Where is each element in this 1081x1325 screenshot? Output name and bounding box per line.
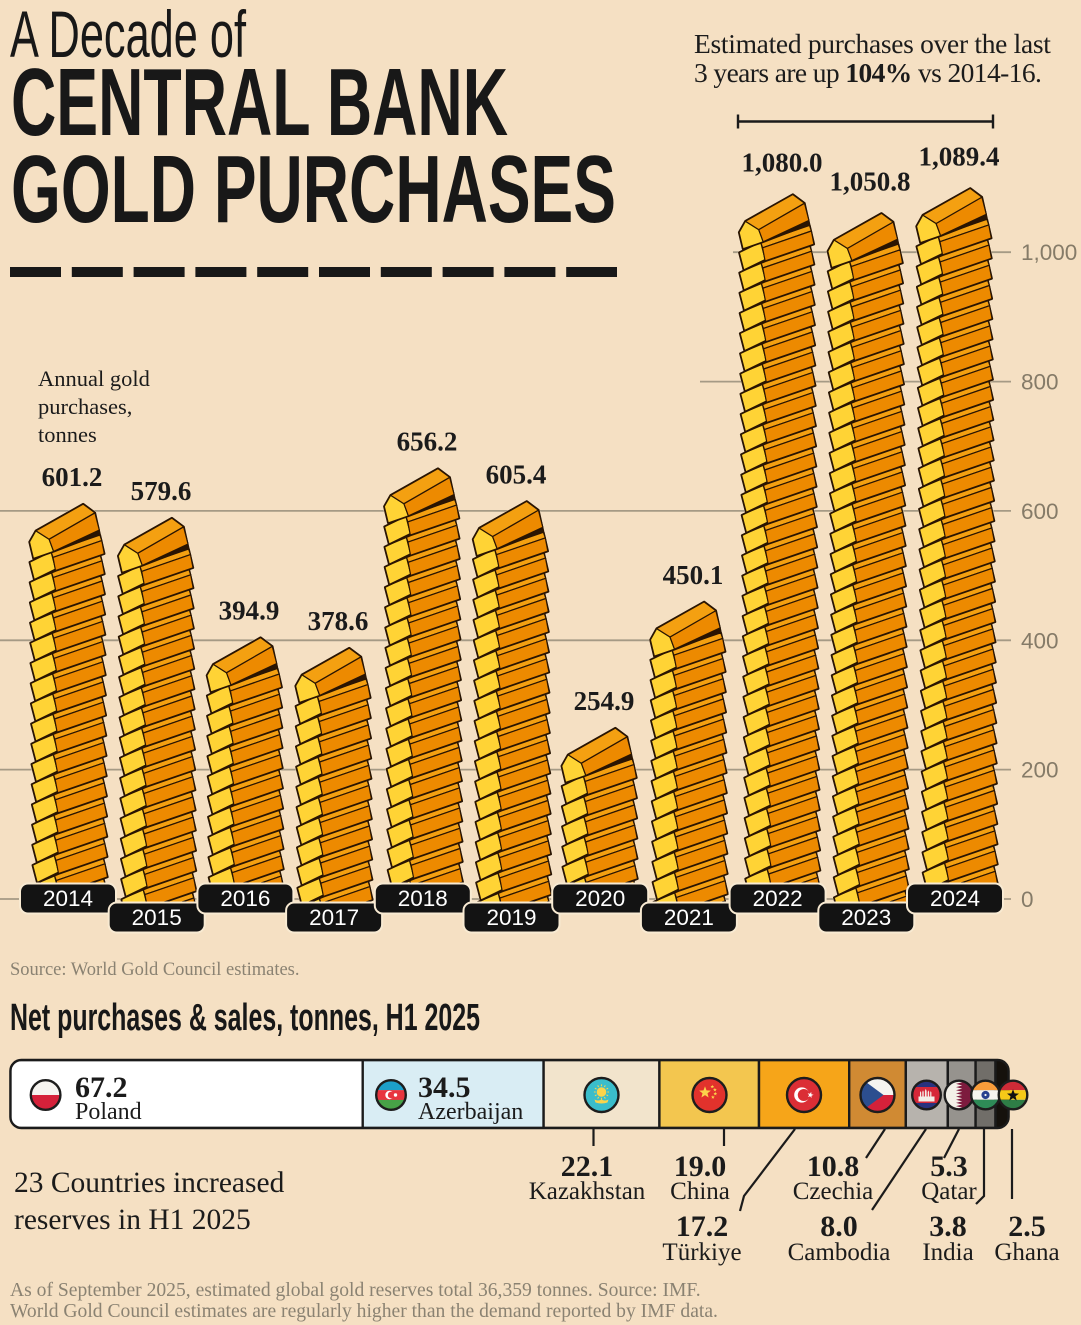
svg-text:tonnes: tonnes: [38, 422, 97, 447]
svg-text:23 Countries increased: 23 Countries increased: [14, 1167, 285, 1199]
svg-text:2020: 2020: [575, 886, 625, 911]
svg-text:India: India: [922, 1239, 973, 1266]
svg-text:450.1: 450.1: [663, 560, 724, 590]
svg-text:656.2: 656.2: [397, 427, 458, 457]
svg-text:Net purchases & sales, tonnes,: Net purchases & sales, tonnes, H1 2025: [10, 997, 480, 1039]
svg-text:601.2: 601.2: [42, 462, 103, 492]
svg-text:1,050.8: 1,050.8: [830, 166, 911, 196]
svg-text:2022: 2022: [753, 886, 803, 911]
svg-text:3 years are up 104% vs 2014-16: 3 years are up 104% vs 2014-16.: [694, 57, 1041, 88]
svg-text:8.0: 8.0: [820, 1210, 858, 1243]
svg-text:2024: 2024: [930, 886, 980, 911]
svg-text:2023: 2023: [841, 905, 891, 930]
svg-text:67.2: 67.2: [75, 1071, 128, 1104]
svg-text:17.2: 17.2: [676, 1210, 729, 1243]
svg-text:1,089.4: 1,089.4: [919, 141, 1000, 171]
svg-text:A Decade of: A Decade of: [10, 0, 246, 71]
svg-text:1,000: 1,000: [1021, 240, 1077, 265]
svg-text:reserves in H1 2025: reserves in H1 2025: [14, 1204, 251, 1236]
svg-text:378.6: 378.6: [308, 606, 369, 636]
svg-text:Ghana: Ghana: [994, 1239, 1059, 1266]
svg-text:2019: 2019: [486, 905, 536, 930]
svg-text:0: 0: [1021, 887, 1034, 912]
svg-text:Kazakhstan: Kazakhstan: [529, 1178, 646, 1205]
svg-text:CENTRAL BANK: CENTRAL BANK: [11, 49, 508, 156]
svg-text:394.9: 394.9: [219, 596, 280, 626]
svg-text:2018: 2018: [398, 886, 448, 911]
svg-text:579.6: 579.6: [131, 476, 192, 506]
svg-text:As of September 2025, estimate: As of September 2025, estimated global g…: [10, 1280, 701, 1301]
svg-text:200: 200: [1021, 758, 1059, 783]
svg-text:Azerbaijan: Azerbaijan: [418, 1099, 523, 1125]
svg-text:Cambodia: Cambodia: [788, 1239, 891, 1266]
svg-text:purchases,: purchases,: [38, 394, 132, 419]
svg-text:3.8: 3.8: [929, 1210, 967, 1243]
svg-text:World Gold Council estimates a: World Gold Council estimates are regular…: [10, 1301, 718, 1322]
svg-text:China: China: [670, 1178, 730, 1205]
svg-text:22.1: 22.1: [561, 1150, 614, 1183]
svg-text:605.4: 605.4: [486, 459, 547, 489]
svg-text:2014: 2014: [43, 886, 93, 911]
svg-text:Czechia: Czechia: [793, 1178, 874, 1205]
svg-text:19.0: 19.0: [674, 1150, 727, 1183]
svg-text:34.5: 34.5: [418, 1071, 471, 1104]
svg-text:254.9: 254.9: [574, 686, 635, 716]
svg-text:Türkiye: Türkiye: [662, 1239, 741, 1266]
svg-text:1,080.0: 1,080.0: [742, 148, 823, 178]
svg-text:Annual gold: Annual gold: [38, 366, 150, 391]
svg-text:GOLD PURCHASES: GOLD PURCHASES: [11, 136, 616, 243]
svg-text:2.5: 2.5: [1008, 1210, 1046, 1243]
svg-text:5.3: 5.3: [930, 1150, 968, 1183]
svg-text:Poland: Poland: [75, 1099, 142, 1125]
svg-text:Qatar: Qatar: [921, 1178, 977, 1205]
svg-text:600: 600: [1021, 499, 1059, 524]
svg-text:2016: 2016: [220, 886, 270, 911]
svg-text:Estimated purchases over the l: Estimated purchases over the last: [694, 28, 1051, 59]
svg-text:Source: World Gold Council est: Source: World Gold Council estimates.: [10, 960, 300, 980]
svg-text:2017: 2017: [309, 905, 359, 930]
svg-text:800: 800: [1021, 370, 1059, 395]
svg-text:10.8: 10.8: [807, 1150, 860, 1183]
svg-text:400: 400: [1021, 628, 1059, 653]
svg-text:2021: 2021: [664, 905, 714, 930]
svg-text:2015: 2015: [132, 905, 182, 930]
